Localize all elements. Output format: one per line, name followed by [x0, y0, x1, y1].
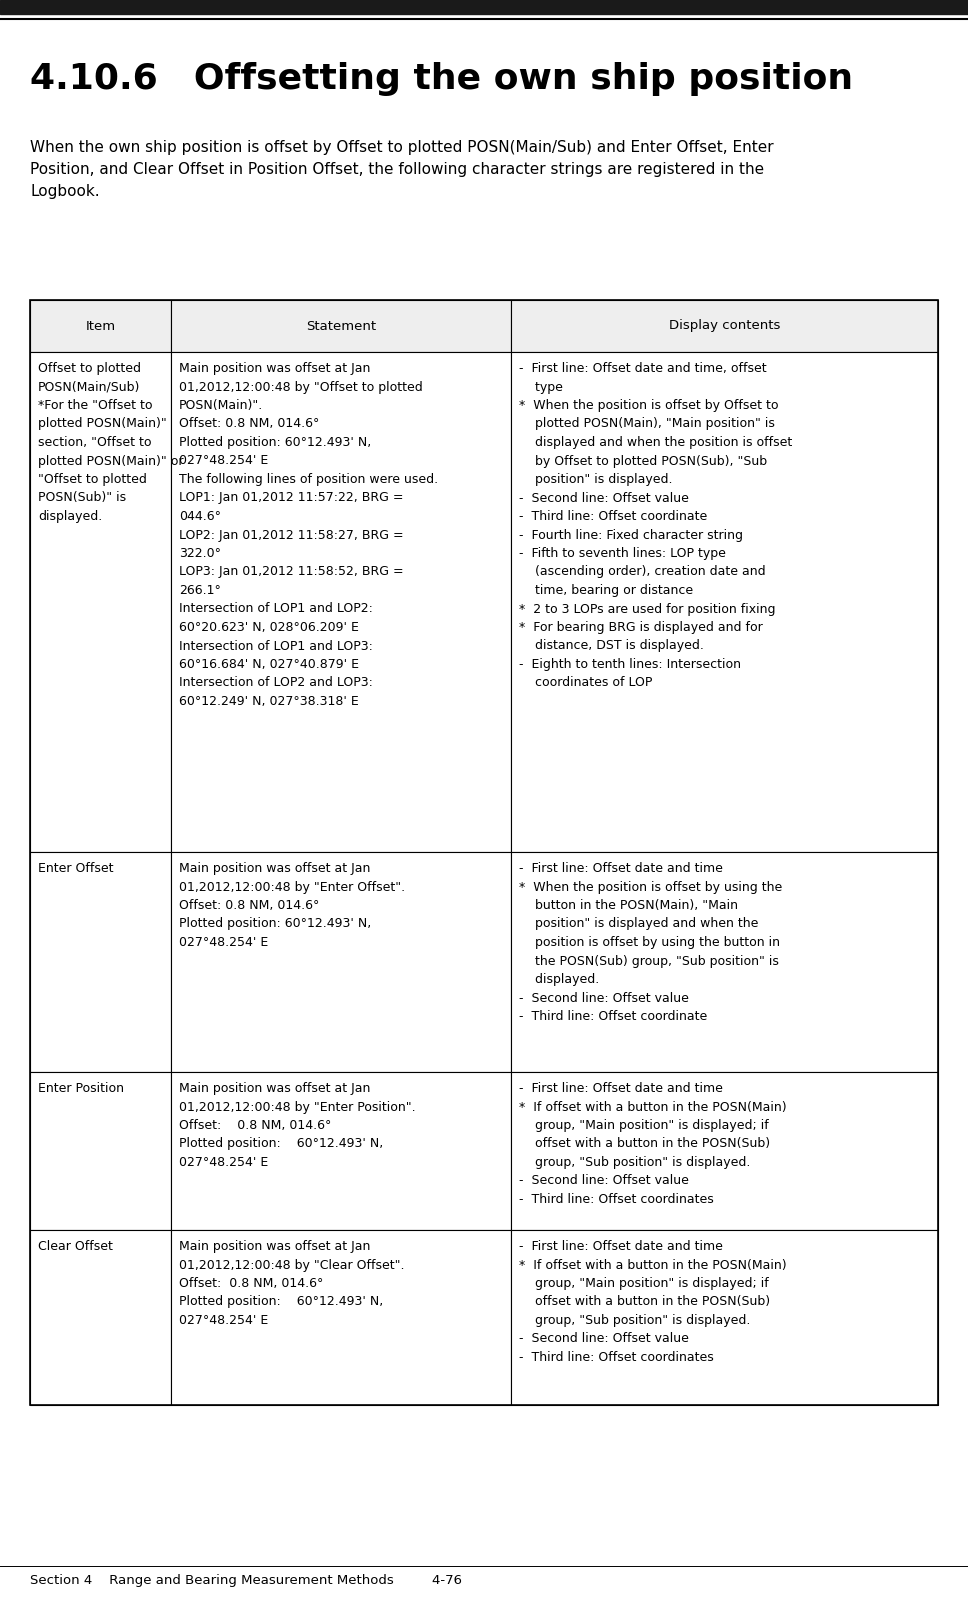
Text: Enter Offset: Enter Offset: [38, 862, 113, 875]
Text: Main position was offset at Jan
01,2012,12:00:48 by "Offset to plotted
POSN(Main: Main position was offset at Jan 01,2012,…: [179, 361, 438, 708]
Text: Offset to plotted
POSN(Main/Sub)
*For the "Offset to
plotted POSN(Main)"
section: Offset to plotted POSN(Main/Sub) *For th…: [38, 361, 184, 524]
Bar: [30, 853, 170, 1071]
Text: Clear Offset: Clear Offset: [38, 1240, 113, 1253]
Bar: [30, 1071, 170, 1230]
Text: Item: Item: [85, 319, 115, 332]
Bar: [30, 300, 170, 352]
Bar: [170, 1230, 511, 1405]
Text: Main position was offset at Jan
01,2012,12:00:48 by "Clear Offset".
Offset:  0.8: Main position was offset at Jan 01,2012,…: [179, 1240, 405, 1328]
Bar: [30, 1230, 170, 1405]
Text: -  First line: Offset date and time, offset
    type
*  When the position is off: - First line: Offset date and time, offs…: [519, 361, 793, 689]
Text: -  First line: Offset date and time
*  If offset with a button in the POSN(Main): - First line: Offset date and time * If …: [519, 1240, 787, 1363]
Bar: [30, 352, 170, 853]
Text: Section 4    Range and Bearing Measurement Methods         4-76: Section 4 Range and Bearing Measurement …: [30, 1574, 462, 1587]
Text: -  First line: Offset date and time
*  If offset with a button in the POSN(Main): - First line: Offset date and time * If …: [519, 1081, 787, 1206]
Text: When the own ship position is offset by Offset to plotted POSN(Main/Sub) and Ent: When the own ship position is offset by …: [30, 139, 773, 199]
Bar: [0, 0, 968, 15]
Text: Enter Position: Enter Position: [38, 1081, 124, 1096]
Text: Main position was offset at Jan
01,2012,12:00:48 by "Enter Position".
Offset:   : Main position was offset at Jan 01,2012,…: [179, 1081, 415, 1169]
Text: -  First line: Offset date and time
*  When the position is offset by using the
: - First line: Offset date and time * Whe…: [519, 862, 782, 1023]
Bar: [511, 1230, 938, 1405]
Text: Statement: Statement: [306, 319, 376, 332]
Bar: [511, 352, 938, 853]
Bar: [170, 853, 511, 1071]
Bar: [170, 352, 511, 853]
Bar: [511, 1071, 938, 1230]
Bar: [30, 300, 938, 1405]
Text: 4.10.6 Offsetting the own ship position: 4.10.6 Offsetting the own ship position: [30, 62, 853, 96]
Bar: [170, 300, 511, 352]
Bar: [511, 300, 938, 352]
Bar: [170, 1071, 511, 1230]
Bar: [511, 853, 938, 1071]
Text: Display contents: Display contents: [669, 319, 780, 332]
Text: Main position was offset at Jan
01,2012,12:00:48 by "Enter Offset".
Offset: 0.8 : Main position was offset at Jan 01,2012,…: [179, 862, 405, 948]
